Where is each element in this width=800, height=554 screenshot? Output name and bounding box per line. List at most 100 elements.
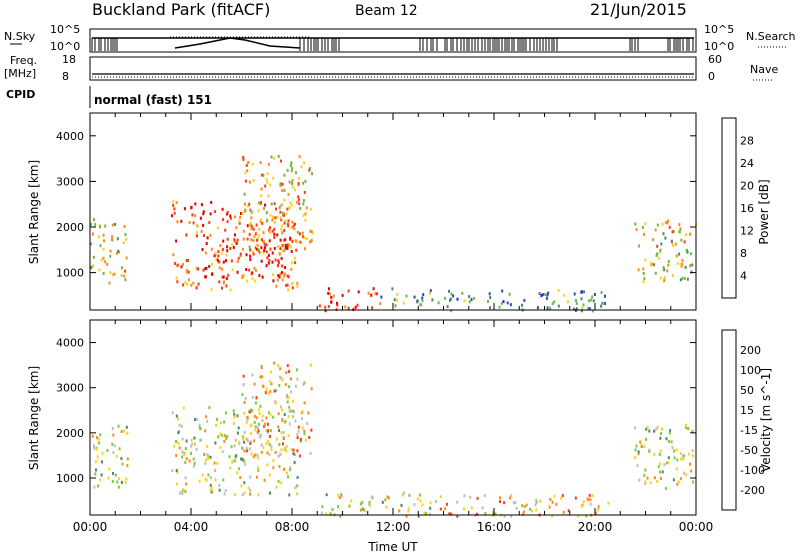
velocity-panel-cell bbox=[361, 507, 364, 511]
velocity-panel-cell bbox=[237, 467, 240, 471]
velocity-panel-cell bbox=[588, 493, 591, 497]
power-panel-cell bbox=[218, 266, 221, 270]
velocity-panel-cell bbox=[509, 496, 512, 500]
velocity-x-ticks: 00:00 04:00 08:00 12:00 16:00 20:00 00:00 bbox=[73, 320, 713, 534]
velocity-panel-cell bbox=[273, 389, 276, 393]
velocity-panel-cell bbox=[118, 477, 121, 481]
power-panel-cell bbox=[391, 287, 394, 291]
velocity-panel-xtick-label: 12:00 bbox=[376, 520, 411, 534]
velocity-panel-cell bbox=[531, 509, 533, 513]
velocity-panel-cell bbox=[296, 368, 298, 372]
velocity-panel-cell bbox=[191, 442, 193, 446]
freq-tick-high: 18 bbox=[62, 53, 76, 66]
power-panel-cell bbox=[298, 198, 300, 202]
velocity-panel-cell bbox=[675, 448, 678, 452]
nsearch-tick-low: 10^0 bbox=[704, 40, 734, 53]
velocity-panel-cell bbox=[241, 493, 244, 497]
power-panel-cell bbox=[311, 172, 313, 176]
power-panel-cell bbox=[299, 207, 302, 210]
power-panel-cell bbox=[194, 202, 197, 206]
velocity-panel-cell bbox=[114, 473, 117, 477]
power-panel-cell bbox=[172, 200, 175, 204]
velocity-panel-cell bbox=[176, 470, 179, 474]
power-panel-cell bbox=[234, 233, 236, 237]
velocity-panel-cell bbox=[673, 449, 675, 453]
power-panel-cell bbox=[191, 213, 194, 217]
velocity-panel-xtick-label: 16:00 bbox=[477, 520, 512, 534]
velocity-panel-cell bbox=[503, 514, 506, 518]
power-panel-cell bbox=[122, 241, 125, 245]
velocity-panel-cell bbox=[106, 448, 109, 452]
velocity-panel-cell bbox=[234, 438, 237, 442]
power-panel-cell bbox=[540, 294, 543, 298]
velocity-panel-cell bbox=[259, 435, 262, 439]
velocity-panel-cell bbox=[591, 494, 594, 498]
velocity-panel-cell bbox=[116, 480, 119, 484]
velocity-panel-cell bbox=[229, 466, 232, 470]
velocity-panel-cell bbox=[232, 459, 234, 463]
power-panel-cell bbox=[99, 225, 101, 229]
power-panel-cell bbox=[500, 301, 503, 305]
nsky-bump bbox=[174, 37, 301, 49]
nsky-label: N.Sky bbox=[4, 30, 36, 43]
power-panel-cell bbox=[230, 259, 233, 263]
power-panel-cell bbox=[295, 171, 297, 175]
velocity-panel-cell bbox=[278, 429, 281, 432]
velocity-panel-cell bbox=[292, 415, 295, 419]
velocity-panel-cell bbox=[277, 412, 280, 416]
nsearch-tick-high: 10^5 bbox=[704, 23, 734, 36]
freq-trace bbox=[92, 73, 694, 78]
velocity-panel-cell bbox=[287, 434, 290, 438]
power-panel-cell bbox=[308, 167, 311, 170]
power-panel-cell bbox=[258, 251, 261, 255]
power-panel-cell bbox=[501, 289, 504, 293]
velocity-panel-cell bbox=[177, 417, 179, 421]
velocity-panel-cell bbox=[99, 433, 102, 437]
nsky-trace bbox=[91, 36, 694, 51]
power-panel-cell bbox=[299, 240, 302, 244]
power-panel-cell bbox=[285, 212, 288, 216]
power-panel-cell bbox=[290, 169, 293, 173]
velocity-panel-cell bbox=[510, 514, 513, 518]
velocity-panel-cell bbox=[268, 435, 271, 438]
velocity-panel-cell bbox=[225, 437, 228, 441]
velocity-panel-cell bbox=[643, 473, 646, 477]
power-panel-cell bbox=[252, 179, 255, 182]
power-panel-cell bbox=[249, 209, 252, 212]
power-panel-cell bbox=[196, 224, 199, 228]
power-panel-cell bbox=[304, 212, 307, 216]
power-panel-cell bbox=[293, 227, 296, 231]
power-panel-cell bbox=[250, 216, 253, 220]
velocity-panel-cell bbox=[439, 507, 442, 511]
velocity-panel-cell bbox=[260, 450, 263, 454]
power-panel-cell bbox=[221, 248, 224, 252]
power-panel-cell bbox=[200, 229, 203, 233]
power-panel-cell bbox=[209, 233, 212, 237]
velocity-panel-cell bbox=[265, 429, 268, 433]
velocity-panel-cell bbox=[262, 446, 265, 449]
velocity-panel-cell bbox=[178, 446, 181, 450]
velocity-panel-cell bbox=[289, 377, 292, 381]
velocity-ylabel: Slant Range [km] bbox=[27, 366, 41, 470]
power-panel-cell bbox=[210, 288, 213, 292]
velocity-panel-cell bbox=[126, 464, 129, 468]
power-panel-cell bbox=[405, 294, 408, 298]
velocity-panel-cell bbox=[301, 417, 303, 421]
power-panel-cell bbox=[248, 180, 251, 184]
velocity-panel-cell bbox=[359, 502, 362, 506]
power-panel-cell bbox=[100, 258, 103, 262]
power-panel-cell bbox=[659, 248, 662, 252]
velocity-panel-cell bbox=[278, 384, 281, 387]
power-panel-cell bbox=[686, 250, 689, 254]
power-panel-cell bbox=[637, 268, 640, 272]
nave-label: Nave bbox=[750, 63, 778, 76]
velocity-panel-cell bbox=[122, 429, 125, 433]
power-panel-cell bbox=[691, 263, 694, 267]
power-panel-cell bbox=[266, 172, 269, 176]
velocity-panel-cell bbox=[639, 440, 642, 444]
velocity-panel-cell bbox=[692, 480, 694, 484]
velocity-panel-cell bbox=[248, 410, 251, 414]
power-panel-cell bbox=[226, 237, 229, 241]
velocity-data-cells bbox=[91, 361, 695, 518]
velocity-panel-cell bbox=[293, 460, 296, 464]
